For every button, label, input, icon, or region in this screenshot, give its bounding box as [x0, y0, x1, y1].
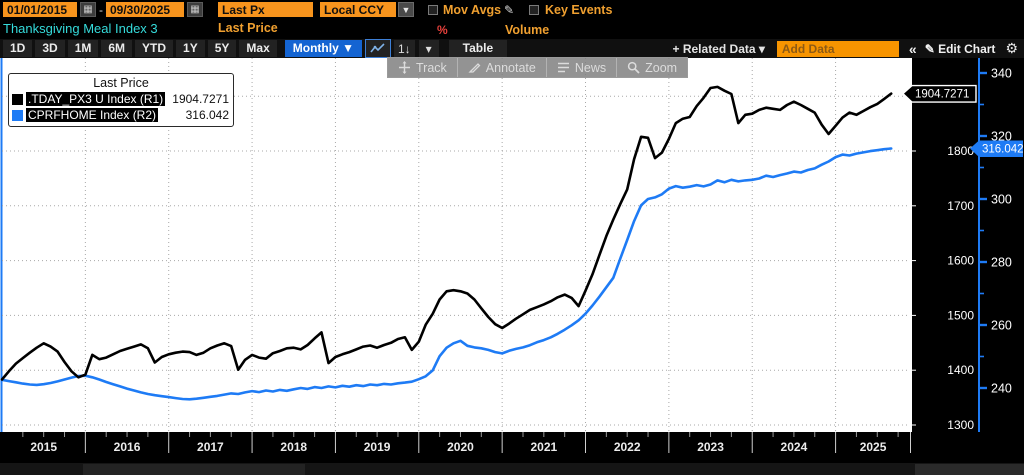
- year-label: 2023: [697, 440, 724, 454]
- sort-fields-button[interactable]: 1↓: [393, 40, 415, 57]
- r1-last-price-value: 1904.7271: [915, 89, 969, 101]
- track-crosshair-icon: [399, 61, 410, 74]
- annotate-pencil-icon: [468, 63, 481, 73]
- line-chart-type-button[interactable]: [364, 39, 391, 58]
- year-label: 2024: [781, 440, 808, 454]
- legend-entry[interactable]: .TDAY_PX3 U Index (R1) 1904.7271: [12, 91, 230, 107]
- related-data-button[interactable]: + Related Data ▾: [672, 41, 765, 56]
- legend-entry[interactable]: CPRFHOME Index (R2) 316.042: [12, 107, 230, 123]
- calendar-icon[interactable]: ▦: [187, 2, 203, 17]
- year-label: 2025: [860, 440, 887, 454]
- r2-axis-label: 280: [991, 256, 1012, 270]
- zoom-button[interactable]: Zoom: [617, 58, 687, 77]
- range-tab-5y[interactable]: 5Y: [207, 40, 237, 57]
- percent-toggle[interactable]: %: [437, 23, 448, 37]
- year-label: 2021: [530, 440, 557, 454]
- r2-last-price-tag: [970, 140, 1023, 157]
- year-label: 2022: [614, 440, 641, 454]
- legend-series-value: 1904.7271: [172, 92, 229, 106]
- range-tab-6m[interactable]: 6M: [101, 40, 133, 57]
- range-tab-3d[interactable]: 3D: [35, 40, 65, 57]
- chart-float-toolbar: Track Annotate News Zoom: [387, 57, 689, 78]
- r1-axis-label: 1600: [947, 254, 974, 268]
- legend-title: Last Price: [93, 76, 149, 90]
- date-to-field[interactable]: [106, 2, 184, 17]
- zoom-magnifier-icon: [627, 61, 640, 74]
- edit-pencil-icon: ✎: [924, 41, 935, 56]
- r1-axis-label: 1500: [947, 308, 974, 322]
- legend-swatch: [12, 109, 23, 121]
- range-tab-ytd[interactable]: YTD: [135, 40, 174, 57]
- range-tab-max[interactable]: Max: [239, 40, 277, 57]
- study-label[interactable]: Last Price: [218, 21, 278, 35]
- annotate-button[interactable]: Annotate: [458, 58, 547, 77]
- mov-avgs-checkbox[interactable]: [428, 5, 438, 15]
- chart-legend: Last Price .TDAY_PX3 U Index (R1) 1904.72…: [8, 73, 234, 127]
- range-tab-1m[interactable]: 1M: [67, 40, 99, 57]
- year-label: 2020: [447, 440, 474, 454]
- r2-axis-label: 240: [991, 382, 1012, 396]
- year-label: 2017: [197, 440, 224, 454]
- collapse-panel-button[interactable]: «: [908, 40, 917, 57]
- r1-axis-label: 1800: [947, 144, 974, 158]
- mov-avgs-pencil-icon[interactable]: ✎: [504, 3, 515, 17]
- bottom-panel-strip: [0, 462, 1024, 475]
- period-dropdown[interactable]: Monthly ▼: [284, 40, 362, 57]
- volume-label[interactable]: Volume: [505, 23, 550, 37]
- chart-toolbar: 1D 3D 1M 6M YTD 1Y 5Y Max Monthly ▼ 1↓ ▾ Table …: [0, 39, 1024, 58]
- home-price-index-line: [0, 147, 893, 401]
- r1-axis-label: 1700: [947, 199, 974, 213]
- r2-last-price-value: 316.042: [982, 143, 1024, 155]
- legend-swatch: [12, 93, 23, 105]
- r2-axis-label: 300: [991, 193, 1012, 207]
- range-tab-1y[interactable]: 1Y: [176, 40, 205, 57]
- x-axis-years: 2015 2016 2017 2018 2019 2020 2021 2022 2023 2024…: [22, 432, 911, 454]
- chart-type-dropdown[interactable]: ▾: [418, 40, 439, 57]
- year-label: 2016: [114, 440, 141, 454]
- news-lines-icon: [557, 62, 569, 73]
- chart-title: Thanksgiving Meal Index 3: [3, 21, 158, 36]
- mov-avgs-label[interactable]: Mov Avgs: [443, 3, 502, 17]
- news-button[interactable]: News: [547, 58, 618, 77]
- date-from-field[interactable]: [3, 2, 77, 17]
- add-data-input[interactable]: [776, 40, 899, 57]
- track-button[interactable]: Track: [388, 58, 458, 77]
- r2-axis-label: 260: [991, 319, 1012, 333]
- r1-axis-label: 1400: [947, 363, 974, 377]
- calendar-icon[interactable]: ▦: [80, 2, 96, 17]
- legend-series-label: CPRFHOME Index (R2): [26, 108, 159, 122]
- currency-dropdown-icon[interactable]: ▼: [398, 2, 414, 17]
- table-button[interactable]: Table: [448, 40, 508, 57]
- key-events-checkbox[interactable]: [529, 5, 539, 15]
- legend-series-value: 316.042: [185, 108, 229, 122]
- r2-axis-label: 320: [991, 130, 1012, 144]
- year-label: 2015: [30, 440, 57, 454]
- currency-field[interactable]: [320, 2, 396, 17]
- date-range-dash: -: [99, 2, 103, 17]
- year-label: 2019: [364, 440, 391, 454]
- settings-gear-icon[interactable]: ⚙: [1005, 40, 1018, 56]
- price-type-field[interactable]: [218, 2, 313, 17]
- key-events-label[interactable]: Key Events: [545, 3, 613, 17]
- r2-axis-label: 340: [991, 67, 1012, 81]
- year-label: 2018: [280, 440, 307, 454]
- turkey-index-line: [0, 85, 893, 381]
- edit-chart-button[interactable]: ✎ Edit Chart: [924, 41, 996, 56]
- r1-axis-label: 1300: [947, 418, 974, 432]
- range-tabs: 1D 3D 1M 6M YTD 1Y 5Y Max: [0, 40, 277, 57]
- range-tab-1d[interactable]: 1D: [3, 40, 33, 57]
- r1-last-price-tag: [901, 84, 977, 103]
- legend-series-label: .TDAY_PX3 U Index (R1): [26, 92, 166, 106]
- line-chart-icon: [370, 43, 385, 53]
